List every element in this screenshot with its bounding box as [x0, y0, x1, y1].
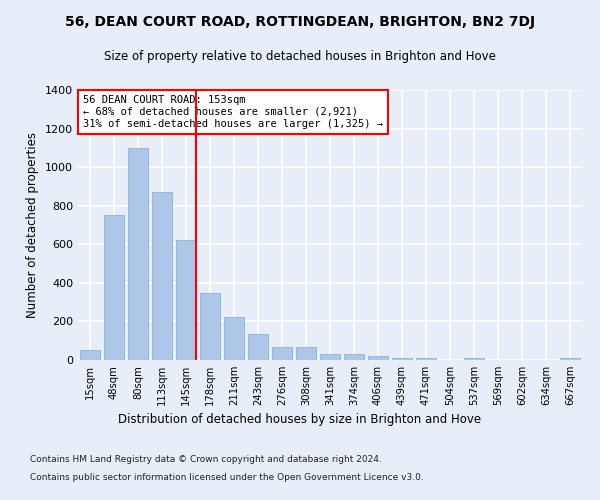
- Bar: [272, 348, 292, 360]
- Bar: [464, 358, 484, 360]
- Text: Contains HM Land Registry data © Crown copyright and database right 2024.: Contains HM Land Registry data © Crown c…: [30, 455, 382, 464]
- Bar: [416, 358, 436, 360]
- Bar: [200, 294, 220, 360]
- Text: 56 DEAN COURT ROAD: 153sqm
← 68% of detached houses are smaller (2,921)
31% of s: 56 DEAN COURT ROAD: 153sqm ← 68% of deta…: [83, 96, 383, 128]
- Bar: [392, 358, 412, 360]
- Bar: [224, 316, 244, 360]
- Bar: [320, 354, 340, 360]
- Bar: [152, 192, 172, 360]
- Text: Size of property relative to detached houses in Brighton and Hove: Size of property relative to detached ho…: [104, 50, 496, 63]
- Bar: [560, 358, 580, 360]
- Text: Contains public sector information licensed under the Open Government Licence v3: Contains public sector information licen…: [30, 472, 424, 482]
- Bar: [104, 216, 124, 360]
- Bar: [248, 334, 268, 360]
- Y-axis label: Number of detached properties: Number of detached properties: [26, 132, 40, 318]
- Bar: [128, 148, 148, 360]
- Bar: [176, 240, 196, 360]
- Bar: [80, 350, 100, 360]
- Bar: [296, 346, 316, 360]
- Bar: [344, 354, 364, 360]
- Text: 56, DEAN COURT ROAD, ROTTINGDEAN, BRIGHTON, BN2 7DJ: 56, DEAN COURT ROAD, ROTTINGDEAN, BRIGHT…: [65, 15, 535, 29]
- Text: Distribution of detached houses by size in Brighton and Hove: Distribution of detached houses by size …: [118, 412, 482, 426]
- Bar: [368, 356, 388, 360]
